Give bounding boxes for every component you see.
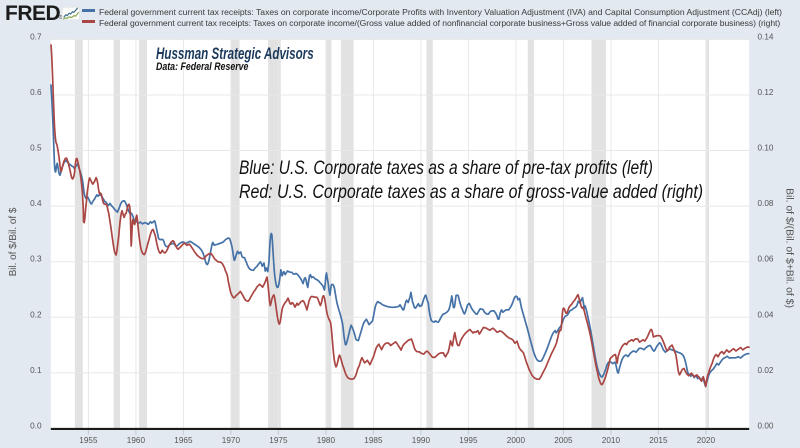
- svg-text:2000: 2000: [507, 436, 526, 445]
- svg-text:0.5: 0.5: [30, 144, 42, 153]
- svg-text:1955: 1955: [79, 436, 98, 445]
- svg-text:0.10: 0.10: [758, 144, 774, 153]
- svg-text:2010: 2010: [602, 436, 621, 445]
- svg-text:1965: 1965: [174, 436, 193, 445]
- svg-text:Bil. of $/(Bil. of $+Bil. of $: Bil. of $/(Bil. of $+Bil. of $): [784, 188, 795, 308]
- svg-text:0.3: 0.3: [30, 255, 42, 264]
- svg-text:0.6: 0.6: [30, 88, 42, 97]
- svg-text:0.04: 0.04: [758, 310, 774, 319]
- svg-text:1990: 1990: [412, 436, 431, 445]
- svg-text:0.14: 0.14: [758, 32, 774, 41]
- svg-text:1970: 1970: [222, 436, 241, 445]
- svg-text:1985: 1985: [364, 436, 383, 445]
- svg-text:0.08: 0.08: [758, 199, 774, 208]
- svg-text:Bil. of $/Bil. of $: Bil. of $/Bil. of $: [8, 207, 19, 276]
- svg-text:0.00: 0.00: [758, 422, 774, 431]
- svg-text:1960: 1960: [127, 436, 146, 445]
- svg-text:0.1: 0.1: [30, 366, 42, 375]
- svg-text:0.4: 0.4: [30, 199, 42, 208]
- svg-text:0.02: 0.02: [758, 366, 774, 375]
- svg-text:2005: 2005: [554, 436, 573, 445]
- svg-text:0.06: 0.06: [758, 255, 774, 264]
- svg-text:1995: 1995: [459, 436, 478, 445]
- svg-text:1975: 1975: [269, 436, 288, 445]
- svg-text:2020: 2020: [697, 436, 716, 445]
- svg-text:0.0: 0.0: [30, 422, 42, 431]
- svg-text:2015: 2015: [649, 436, 668, 445]
- svg-text:0.7: 0.7: [30, 32, 42, 41]
- svg-text:0.12: 0.12: [758, 88, 774, 97]
- svg-text:1980: 1980: [317, 436, 336, 445]
- svg-text:0.2: 0.2: [30, 310, 42, 319]
